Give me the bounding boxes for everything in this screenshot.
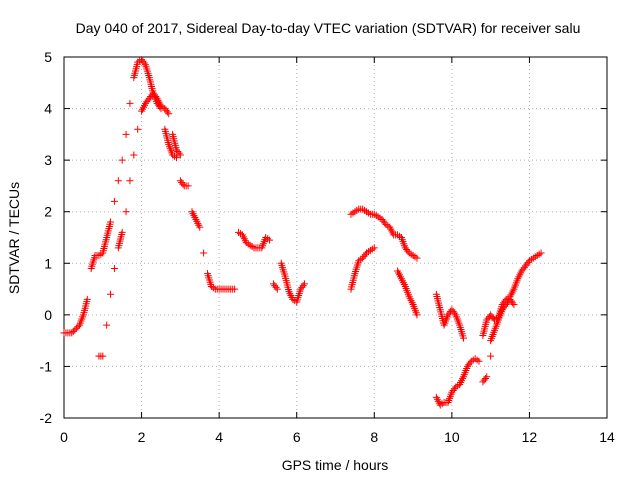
y-axis-label: SDTVAR / TECUs — [6, 182, 22, 294]
data-point — [184, 182, 192, 190]
data-point — [524, 258, 532, 266]
chart-title: Day 040 of 2017, Sidereal Day-to-day VTE… — [76, 20, 581, 36]
data-point — [140, 103, 148, 111]
data-point — [152, 93, 160, 101]
data-point — [83, 295, 91, 303]
y-tick-label: -1 — [40, 358, 53, 374]
data-point — [413, 311, 421, 319]
y-tick-label: 2 — [44, 204, 52, 220]
data-point — [370, 244, 378, 252]
x-axis-label: GPS time / hours — [282, 457, 389, 473]
data-point — [134, 125, 142, 133]
data-point — [404, 247, 412, 255]
data-point — [361, 251, 369, 259]
data-point — [69, 327, 77, 335]
data-point — [118, 228, 126, 236]
data-point — [110, 264, 118, 272]
data-point — [450, 385, 458, 393]
data-point — [107, 218, 115, 226]
data-point — [381, 219, 389, 227]
y-tick-label: 3 — [44, 152, 52, 168]
data-point — [240, 235, 248, 243]
data-point — [71, 326, 79, 334]
data-point — [140, 59, 148, 67]
x-tick-label: 12 — [522, 429, 538, 445]
data-point — [126, 177, 134, 185]
data-point — [473, 356, 481, 364]
x-tick-label: 14 — [599, 429, 615, 445]
y-tick-label: 4 — [44, 101, 52, 117]
data-point — [103, 321, 111, 329]
data-point — [172, 154, 180, 162]
x-tick-label: 6 — [293, 429, 301, 445]
data-points — [60, 56, 545, 409]
data-point — [537, 249, 545, 257]
data-point — [126, 99, 134, 107]
data-point — [487, 352, 495, 360]
data-point — [388, 227, 396, 235]
data-point — [122, 130, 130, 138]
y-tick-label: 0 — [44, 307, 52, 323]
data-point — [413, 254, 421, 262]
data-point — [196, 223, 204, 231]
x-tick-label: 10 — [444, 429, 460, 445]
data-point — [110, 197, 118, 205]
data-point — [176, 151, 184, 159]
data-point — [200, 249, 208, 257]
data-point — [509, 299, 517, 307]
data-point — [450, 309, 458, 317]
data-point — [483, 373, 491, 381]
data-point — [300, 280, 308, 288]
data-point — [130, 151, 138, 159]
data-point — [175, 149, 183, 157]
data-point — [231, 285, 239, 293]
data-point — [68, 329, 76, 337]
data-point — [481, 374, 489, 382]
data-point — [163, 108, 171, 116]
data-point — [459, 334, 467, 342]
data-point — [72, 324, 80, 332]
data-point — [118, 156, 126, 164]
data-point — [475, 357, 483, 365]
x-tick-label: 8 — [370, 429, 378, 445]
data-point — [287, 292, 295, 300]
plot-frame — [63, 56, 608, 419]
x-tick-label: 0 — [60, 429, 68, 445]
y-tick-label: 5 — [44, 49, 52, 65]
x-tick-label: 4 — [215, 429, 223, 445]
data-point — [122, 208, 130, 216]
data-point — [74, 323, 82, 331]
data-point — [466, 359, 474, 367]
data-point — [510, 301, 518, 309]
data-point — [179, 180, 187, 188]
data-point — [107, 290, 115, 298]
data-point — [114, 177, 122, 185]
data-point — [272, 283, 280, 291]
grid — [64, 57, 607, 418]
data-point — [273, 285, 281, 293]
data-point — [299, 282, 307, 290]
y-tick-label: -2 — [40, 410, 53, 426]
data-point — [165, 110, 173, 118]
data-point — [99, 352, 107, 360]
y-tick-label: 1 — [44, 255, 52, 271]
x-tick-label: 2 — [138, 429, 146, 445]
data-point — [266, 236, 274, 244]
